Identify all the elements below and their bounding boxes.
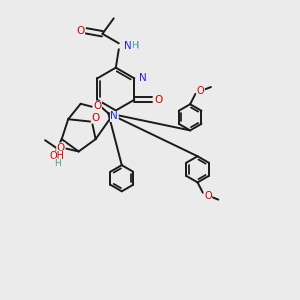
Text: OH: OH: [50, 151, 65, 161]
Text: O: O: [93, 101, 101, 111]
Text: NH: NH: [124, 41, 139, 51]
Text: O: O: [154, 95, 162, 105]
Text: O: O: [92, 113, 100, 123]
Text: H: H: [131, 41, 138, 50]
Text: N: N: [110, 111, 118, 122]
Text: O: O: [197, 86, 204, 96]
Text: O: O: [57, 143, 65, 153]
Text: O: O: [204, 191, 212, 201]
Text: O: O: [76, 26, 84, 36]
Text: N: N: [139, 73, 147, 83]
Text: H: H: [54, 159, 61, 168]
